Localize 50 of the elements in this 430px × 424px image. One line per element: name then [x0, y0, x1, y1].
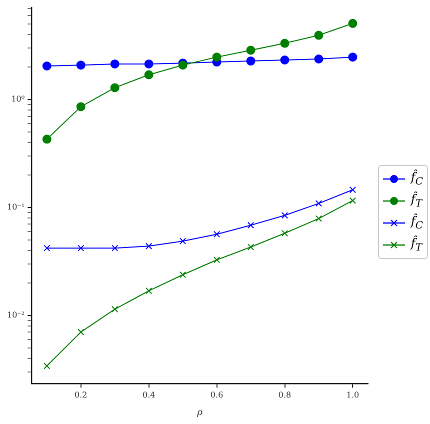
point: [179, 271, 186, 278]
point: [44, 362, 50, 370]
point: [112, 244, 118, 252]
point: [314, 54, 324, 64]
y-tick-label: 10⁻¹: [7, 202, 25, 212]
point: [212, 52, 222, 62]
legend-label: f̂$_{C}$: [410, 214, 423, 232]
point: [247, 222, 254, 229]
x-tick-label: 0.2: [74, 390, 88, 400]
legend-label: f̂$_{T}$: [410, 236, 422, 254]
point: [247, 244, 254, 250]
point: [146, 287, 152, 294]
point: [280, 56, 290, 64]
point: [78, 244, 84, 252]
point: [146, 242, 152, 250]
point: [280, 38, 290, 48]
point: [110, 83, 120, 92]
legend-label: f̂$_{T}$: [410, 192, 422, 210]
point: [144, 59, 154, 68]
x-tick-label: 1.0: [346, 390, 360, 400]
point: [44, 244, 50, 252]
point: [314, 30, 324, 40]
y-tick-label: 10⁰: [11, 94, 25, 104]
point: [349, 197, 356, 204]
point: [281, 212, 288, 219]
point: [144, 70, 154, 80]
point: [76, 60, 86, 70]
point: [349, 186, 356, 194]
point: [213, 230, 220, 238]
point: [42, 61, 52, 70]
point: [110, 59, 120, 68]
x-axis-title: ρ: [196, 408, 204, 418]
point: [76, 102, 86, 112]
point: [213, 256, 220, 264]
x-tick-label: 0.6: [210, 390, 224, 400]
point: [348, 18, 358, 28]
point: [281, 230, 288, 237]
x-tick-label: 0.4: [142, 390, 156, 400]
point: [78, 328, 84, 336]
point: [315, 200, 322, 207]
point: [246, 56, 256, 66]
point: [348, 52, 358, 62]
point: [315, 215, 322, 222]
point: [246, 46, 256, 55]
y-tick-label: 10⁻²: [7, 310, 25, 320]
point: [42, 134, 52, 144]
legend-label: f̂$_{C}$: [410, 170, 423, 188]
x-tick-label: 0.8: [278, 390, 292, 400]
point: [112, 306, 118, 313]
point: [179, 238, 186, 244]
